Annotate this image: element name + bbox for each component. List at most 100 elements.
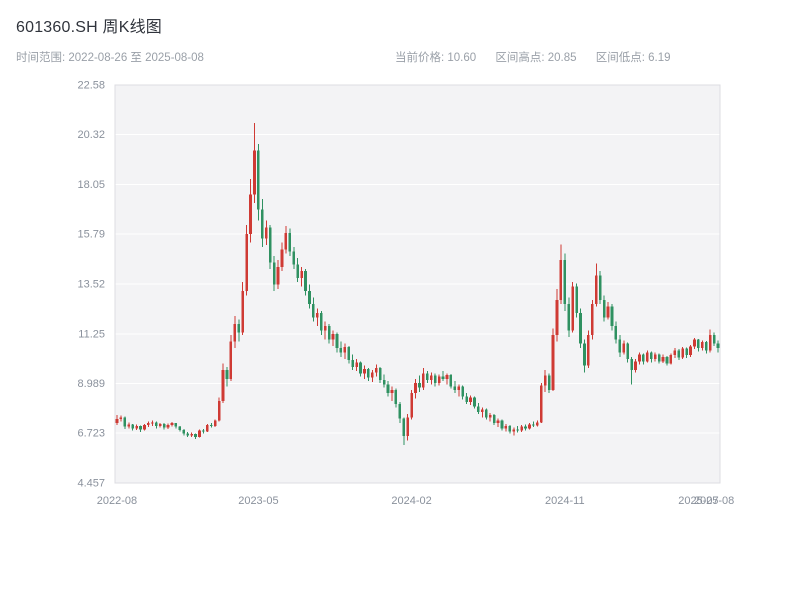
candle-body <box>162 424 166 428</box>
candle-body <box>139 426 142 430</box>
candle-body <box>708 334 712 351</box>
candle-body <box>681 348 684 358</box>
candle-body <box>551 334 555 390</box>
x-tick-label: 2024-02 <box>391 495 431 507</box>
candle-body <box>296 264 299 278</box>
range-high-label: 区间高点: 20.85 <box>495 52 577 64</box>
candle-body <box>657 354 661 362</box>
candle-body <box>642 354 645 362</box>
candle-body <box>347 346 351 361</box>
candle-body <box>457 386 461 390</box>
candle-body <box>371 372 374 378</box>
candle-body <box>716 343 720 349</box>
candle-body <box>426 373 429 380</box>
candle-body <box>217 400 221 421</box>
candle-body <box>182 429 186 434</box>
y-tick-label: 8.989 <box>77 378 105 390</box>
candle-body <box>638 354 641 362</box>
candle-body <box>536 422 539 426</box>
y-tick-label: 11.25 <box>78 328 105 340</box>
candle-body <box>367 368 370 378</box>
candle-body <box>312 304 315 318</box>
candle-body <box>465 396 468 402</box>
candle-body <box>630 359 633 371</box>
candle-body <box>261 209 264 239</box>
candle-body <box>661 356 665 362</box>
candle-body <box>704 341 708 351</box>
candle-body <box>422 373 425 388</box>
candle-body <box>693 339 696 347</box>
y-tick-label: 13.52 <box>77 278 105 290</box>
candle-body <box>288 232 292 252</box>
candle-body <box>571 286 574 331</box>
candle-body <box>123 417 127 427</box>
x-tick-label: 2024-11 <box>545 495 585 507</box>
current-price-label: 当前价格: 10.60 <box>395 52 477 64</box>
candle-body <box>712 334 716 344</box>
candle-body <box>339 348 343 353</box>
candle-body <box>646 352 649 362</box>
candle-body <box>469 397 472 402</box>
candle-body <box>264 227 268 239</box>
candle-body <box>406 417 409 436</box>
candle-body <box>516 429 519 431</box>
candle-body <box>190 433 193 436</box>
candle-body <box>398 404 402 419</box>
candle-body <box>520 426 523 431</box>
candle-body <box>143 424 146 430</box>
candle-body <box>528 424 531 429</box>
candle-body <box>433 375 437 384</box>
price-metrics: 当前价格: 10.60 区间高点: 20.85 区间低点: 6.19 <box>395 49 687 65</box>
candle-body <box>241 290 244 333</box>
candle-body <box>618 339 622 353</box>
candle-body <box>386 384 390 394</box>
candle-body <box>272 262 276 285</box>
candle-body <box>154 422 158 427</box>
candle-body <box>135 426 138 429</box>
y-tick-label: 22.58 <box>77 80 105 92</box>
time-range-label: 时间范围: 2022-08-26 至 2025-08-08 <box>16 52 204 64</box>
candle-body <box>308 290 311 305</box>
candle-body <box>194 433 197 438</box>
candle-body <box>496 420 500 423</box>
y-tick-label: 15.79 <box>77 229 105 241</box>
candle-body <box>512 429 516 432</box>
candle-body <box>206 424 209 432</box>
subtitle-row: 时间范围: 2022-08-26 至 2025-08-08 当前价格: 10.6… <box>16 49 784 65</box>
candle-body <box>473 397 476 407</box>
candle-body <box>284 232 288 250</box>
candle-body <box>689 346 692 356</box>
candle-body <box>304 271 307 291</box>
candle-body <box>202 430 205 432</box>
candle-body <box>374 367 378 373</box>
candle-body <box>363 368 366 374</box>
y-tick-label: 6.723 <box>77 428 105 440</box>
candle-body <box>622 343 626 353</box>
candle-body <box>327 326 331 340</box>
candle-body <box>504 426 508 429</box>
candle-body <box>445 374 449 379</box>
candle-body <box>610 306 614 327</box>
candle-body <box>677 350 681 358</box>
candle-body <box>492 415 496 423</box>
candle-body <box>653 354 657 360</box>
candle-body <box>614 326 618 340</box>
candle-body <box>429 375 433 380</box>
candle-body <box>343 346 347 353</box>
candle-body <box>209 424 213 427</box>
candle-body <box>229 341 233 379</box>
candle-body <box>547 375 551 390</box>
candle-body <box>594 275 598 305</box>
candle-body <box>591 304 594 335</box>
candle-body <box>488 415 492 418</box>
candle-body <box>115 418 119 423</box>
candle-body <box>500 420 504 429</box>
x-tick-label: 2022-08 <box>97 495 137 507</box>
candle-body <box>441 376 445 379</box>
y-tick-label: 20.32 <box>77 129 105 141</box>
candle-body <box>602 299 606 318</box>
candle-body <box>414 383 417 394</box>
candle-body <box>606 306 610 318</box>
candle-body <box>449 374 453 387</box>
candle-body <box>170 423 174 425</box>
